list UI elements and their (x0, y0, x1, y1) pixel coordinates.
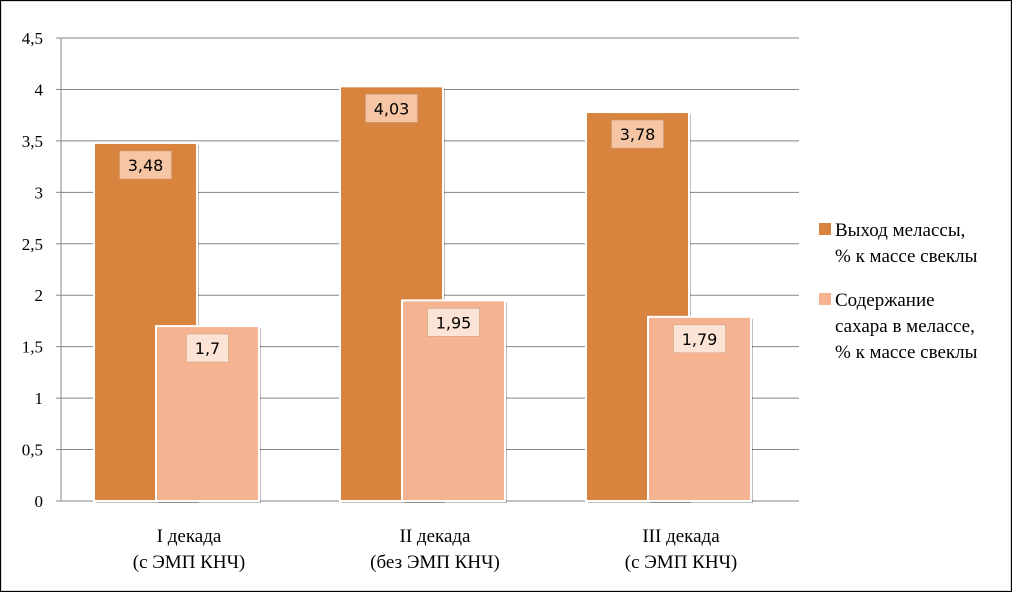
legend-label: Содержание (835, 290, 935, 311)
y-tick-label: 1,5 (22, 338, 43, 357)
x-category-label: III декада (642, 526, 720, 547)
data-labels: 3,48 1,7 4,03 1,95 3,78 1,79 (119, 94, 726, 363)
y-tick-label: 0,5 (22, 441, 43, 460)
x-category-label: (с ЭМП КНЧ) (625, 552, 738, 573)
data-label-box (427, 308, 480, 337)
data-label: 3,48 (128, 156, 164, 175)
x-category-label: (без ЭМП КНЧ) (370, 552, 500, 573)
x-category-label: (с ЭМП КНЧ) (133, 552, 246, 573)
legend-label: % к массе свеклы (835, 246, 978, 267)
bars (93, 85, 753, 504)
data-label: 1,7 (195, 339, 220, 358)
legend-swatch-sugar-content (819, 293, 831, 305)
x-category-label: II декада (400, 526, 472, 547)
data-label-box (365, 94, 418, 123)
legend-label: % к массе свеклы (835, 342, 978, 363)
y-tick-label: 3,5 (22, 132, 43, 151)
data-label-box (119, 150, 172, 180)
y-tick-label: 4,5 (22, 29, 43, 48)
x-axis-categories: I декада (с ЭМП КНЧ) II декада (без ЭМП КНЧ… (133, 526, 738, 573)
y-tick-label: 3 (35, 183, 44, 202)
legend-label: Выход мелассы, (835, 220, 965, 241)
data-label-box (673, 324, 726, 354)
y-tick-label: 2,5 (22, 235, 43, 254)
data-label-box (186, 333, 229, 363)
data-label-box (611, 119, 664, 149)
y-tick-label: 0 (35, 492, 44, 511)
data-label: 3,78 (620, 125, 656, 144)
y-tick-label: 2 (35, 286, 44, 305)
y-tick-label: 4 (35, 80, 44, 99)
y-axis: 0 0,5 1 1,5 2 2,5 3 3,5 4 4,5 (22, 29, 62, 511)
legend: Выход мелассы, % к массе свеклы Содержание… (819, 220, 978, 363)
y-tick-label: 1 (35, 389, 44, 408)
legend-label: сахара в мелассе, (835, 316, 975, 337)
data-label: 4,03 (374, 99, 410, 118)
data-label: 1,79 (682, 330, 718, 349)
data-label: 1,95 (436, 313, 472, 332)
x-category-label: I декада (157, 526, 222, 547)
legend-swatch-molasses-yield (819, 223, 831, 235)
